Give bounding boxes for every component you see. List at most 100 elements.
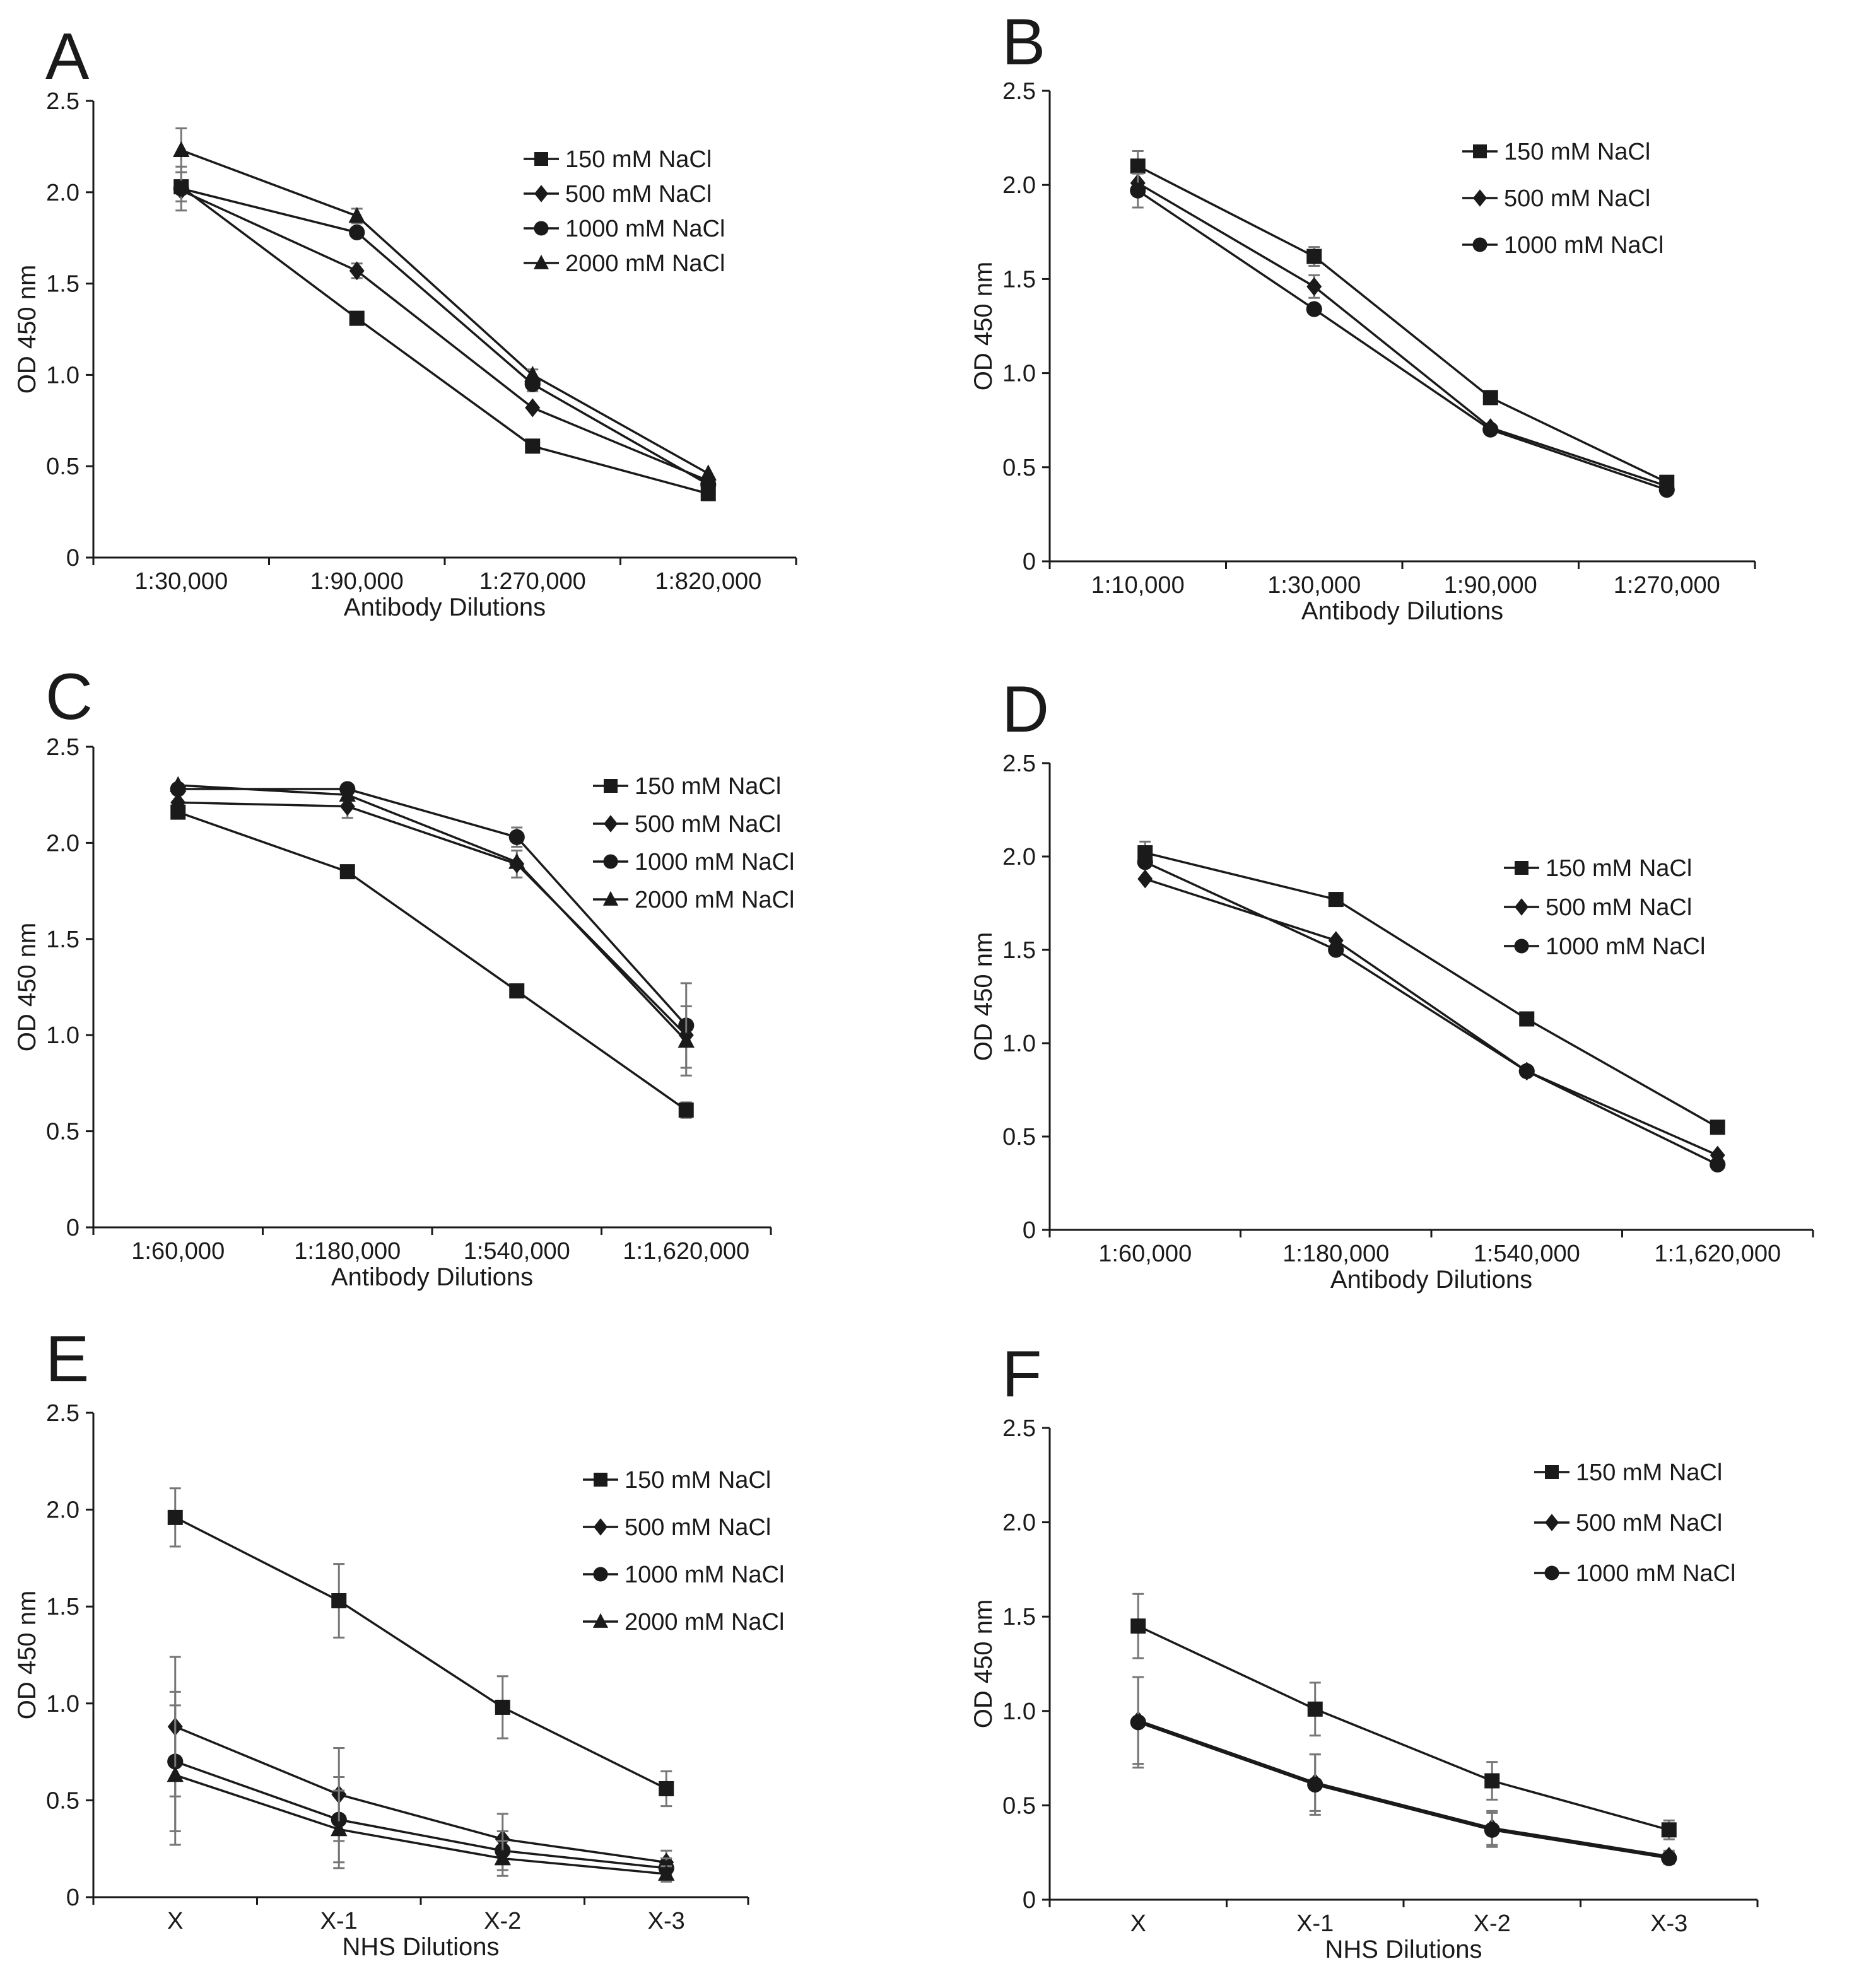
series-line [175,1726,667,1864]
series-line [175,1760,667,1869]
data-point-square [1484,1773,1500,1789]
y-axis-title: OD 450 nm [13,1591,41,1720]
data-point-triangle [173,141,190,157]
x-tick-label: X-2 [484,1908,521,1934]
y-tick-label: 2.5 [1002,751,1036,777]
x-tick-label: X-1 [320,1908,358,1934]
series-line [180,189,709,482]
y-tick-label: 2.0 [1002,1510,1036,1536]
x-axis-title: Antibody Dilutions [344,593,546,621]
data-point-square [1130,1618,1146,1634]
data-point-diamond [349,261,365,281]
chart-panel-a: A 0 0.5 1.0 1.5 2.0 2.5 1:30,000 1:90,000 1:270,0… [13,20,797,621]
data-point-triangle [508,853,525,869]
data-point-circle [1306,301,1322,317]
chart-panel-e: E 0 0.5 1.0 1.5 2.0 2.5 X X-1 X-2 X-3 NHS Dilutions… [13,1323,784,1961]
y-tick-label: 2.5 [46,88,79,115]
data-point-diamond [1137,869,1153,889]
legend-marker-diamond [594,1518,607,1536]
data-point-triangle [331,1820,348,1837]
legend-label: 2000 mM NaCl [625,1609,784,1635]
y-tick-label: 2.0 [1002,844,1036,870]
x-axis-title: NHS Dilutions [1325,1936,1482,1963]
series-diamond [170,793,694,1045]
y-tick-label: 1.0 [46,362,79,389]
legend-marker-square [594,1473,607,1487]
data-point-diamond [170,793,186,812]
legend-marker-square [1515,861,1528,875]
legend-marker-triangle [533,254,549,269]
x-tick-label: 1:10,000 [1091,572,1185,599]
y-tick-label: 1.0 [1002,1031,1036,1057]
chart-panel-f: F 0 0.5 1.0 1.5 2.0 2.5 X X-1 X-2 X-3 NHS Dilutions… [970,1338,1759,1963]
data-point-square [349,310,365,326]
data-point-circle [1130,182,1146,199]
series-circle [1130,1676,1677,1866]
legend-label: 150 mM NaCl [565,146,712,173]
legend-marker-square [604,779,618,793]
series-line [1144,861,1718,1166]
x-tick-label: 1:1,620,000 [623,1238,749,1265]
data-point-triangle [700,464,717,481]
series-line [175,1774,667,1875]
series-line [1137,1721,1670,1859]
data-point-triangle [678,1031,695,1048]
legend-label: 150 mM NaCl [635,773,781,800]
series-triangle [173,127,717,481]
y-tick-label: 1.5 [46,1594,79,1620]
series-line [177,810,687,1111]
data-point-square [339,864,355,880]
y-axis-title: OD 450 nm [13,923,41,1052]
data-point-circle [1661,1850,1677,1866]
data-point-square [1328,892,1344,908]
y-axis-title: OD 450 nm [970,1599,997,1729]
data-point-circle [1137,854,1153,870]
y-tick-label: 2.5 [1002,1415,1036,1442]
x-tick-label: X-3 [648,1908,685,1934]
y-tick-label: 2.0 [46,830,79,857]
y-tick-label: 2.0 [1002,172,1036,199]
x-tick-label: 1:60,000 [131,1238,225,1265]
data-point-circle [1130,1714,1146,1731]
y-tick-label: 1.5 [46,927,79,953]
series-line [1144,851,1718,1128]
series-circle [1130,172,1675,498]
y-tick-label: 2.5 [46,734,79,761]
series-line [1144,877,1718,1157]
y-tick-label: 1.5 [1002,937,1036,964]
x-tick-label: X-2 [1474,1910,1511,1937]
data-point-square [1482,390,1498,406]
legend-label: 1000 mM NaCl [1546,933,1705,960]
series-line [180,185,709,495]
panel-letter: F [1002,1338,1042,1411]
x-tick-label: 1:180,000 [294,1238,401,1265]
data-point-triangle [348,207,365,223]
data-point-triangle [170,776,187,792]
y-tick-label: 0 [66,1885,79,1911]
series-triangle [170,776,695,1077]
x-tick-label: 1:180,000 [1282,1241,1389,1267]
series-line [1137,165,1668,484]
series-line [1137,189,1667,491]
data-point-triangle [339,785,356,802]
data-point-circle [508,829,525,845]
legend-marker-square [1545,1465,1559,1479]
x-tick-label: 1:30,000 [134,568,228,595]
legend-label: 2000 mM NaCl [635,887,794,913]
data-point-circle [1658,482,1675,498]
data-point-circle [1710,1156,1726,1172]
legend-label: 500 mM NaCl [1546,894,1692,921]
y-tick-label: 2.5 [1002,78,1036,105]
data-point-square [525,438,541,454]
y-axis-title: OD 450 nm [970,262,997,391]
series-line [180,149,709,475]
x-tick-label: 1:30,000 [1267,572,1361,599]
y-tick-label: 1.0 [1002,361,1036,387]
x-axis-title: Antibody Dilutions [1330,1266,1532,1294]
y-tick-label: 0.5 [1002,455,1036,481]
legend-label: 500 mM NaCl [635,811,781,838]
legend-marker-diamond [534,185,548,202]
legend-marker-triangle [602,891,619,906]
x-tick-label: 1:90,000 [1444,572,1537,599]
legend-marker-circle [593,1567,608,1582]
